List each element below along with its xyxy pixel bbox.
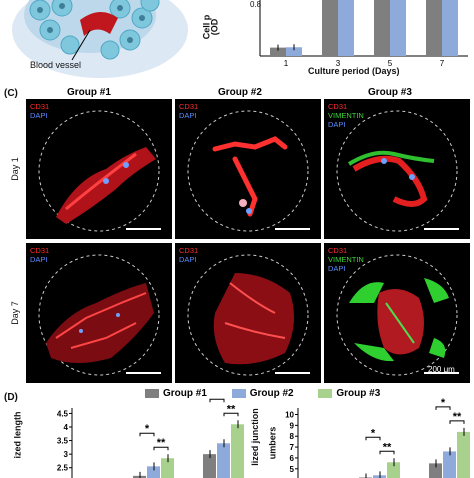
length-chart-ytick-label: 2.5 — [57, 464, 69, 473]
panel-d-label: (D) — [4, 392, 18, 403]
panel-b-bar — [322, 0, 338, 56]
group-2-header: Group #2 — [218, 87, 262, 98]
micrograph-g2-day1: CD31 DAPI — [175, 99, 321, 239]
scale-bar-label: 200 μm — [428, 365, 455, 374]
legend-label-group2: Group #2 — [249, 388, 294, 399]
row-label-day7: Day 7 — [10, 301, 20, 325]
legend-swatch-group3 — [318, 388, 333, 398]
junction-chart-ytick-label: 8 — [290, 432, 295, 441]
panel-d-legend: Group #1 Group #2 Group #3 — [145, 388, 380, 399]
stain-cd31-g3d7: CD31 — [328, 246, 348, 255]
junction-chart-ytick-label: 6 — [290, 454, 295, 463]
panel-b-bar — [426, 0, 442, 56]
junction-chart-bracket — [435, 406, 451, 410]
stain-dapi-g2d7: DAPI — [179, 255, 197, 264]
length-chart-bracket — [209, 398, 225, 403]
stain-dapi-g1d7: DAPI — [30, 255, 48, 264]
panel-b-xtick: 7 — [440, 59, 445, 68]
length-chart-ytick-label: 4.5 — [57, 409, 69, 418]
micrograph-g1-day7: CD31 DAPI — [26, 243, 172, 383]
junction-chart-sig-label: * — [441, 398, 446, 409]
panel-b-bar — [442, 0, 458, 56]
group-3-header: Group #3 — [368, 87, 412, 98]
panel-b-xtick: 5 — [388, 59, 393, 68]
panel-b-bar — [338, 0, 354, 56]
stain-vimentin-g3d1: VIMENTIN — [328, 111, 364, 120]
length-chart-ytick-label: 3 — [64, 450, 69, 459]
stain-cd31-g1d1: CD31 — [30, 102, 50, 111]
stain-cd31-g2d7: CD31 — [179, 246, 199, 255]
length-chart-bar — [161, 458, 174, 478]
panel-b-xlabel: Culture period (Days) — [308, 66, 400, 76]
micrograph-g1-day1: CD31 DAPI — [26, 99, 172, 239]
left-ylabel: ized length — [12, 411, 23, 459]
junction-chart-ytick-label: 10 — [285, 411, 294, 420]
length-chart-sig-label: ** — [157, 437, 166, 449]
stain-dapi-g3d1: DAPI — [328, 120, 346, 129]
panel-b-bar — [374, 0, 390, 56]
micrograph-g2-day7: CD31 DAPI — [175, 243, 321, 383]
junction-chart-bar — [443, 451, 456, 478]
stain-cd31-g2d1: CD31 — [179, 102, 199, 111]
length-chart-bar — [231, 424, 244, 478]
stain-cd31-g3d1: CD31 — [328, 102, 348, 111]
junction-chart-bar — [457, 431, 470, 478]
panel-b-bar — [286, 47, 302, 56]
junction-chart-ytick-label: 5 — [290, 465, 295, 474]
junction-chart-ytick-label: 9 — [290, 421, 295, 430]
panel-b-bar — [390, 0, 406, 56]
legend-swatch-group1 — [145, 388, 159, 398]
junction-chart-bracket — [379, 450, 395, 455]
blood-vessel-label: Blood vessel — [30, 60, 82, 70]
length-chart-ytick-label: 3.5 — [57, 437, 69, 446]
panel-b-plot: 1 3 5 7 — [259, 0, 468, 68]
micrograph-g3-day1: CD31 VIMENTIN DAPI — [324, 99, 470, 239]
length-chart-bar — [203, 454, 216, 478]
junction-chart-bracket — [365, 436, 381, 441]
right-ylabel-1: lized junction — [249, 408, 260, 466]
legend-label-group1: Group #1 — [163, 388, 207, 399]
micrograph-g3-day7: CD31 VIMENTIN DAPI 200 μm — [324, 243, 470, 383]
panel-d-length-chart: 4.543.532.5****** — [57, 398, 244, 478]
length-chart-bracket — [139, 432, 155, 437]
length-chart-bar — [217, 443, 230, 478]
panel-b-ytick-top: 0.8 — [250, 0, 262, 9]
stain-cd31-g1d7: CD31 — [30, 246, 50, 255]
junction-chart-sig-label: ** — [453, 411, 462, 423]
stain-dapi-g1d1: DAPI — [30, 111, 48, 120]
panel-b-xtick: 3 — [336, 59, 341, 68]
length-chart-sig-label: ** — [227, 403, 236, 415]
row-label-day1: Day 1 — [10, 157, 20, 181]
junction-chart-sig-label: * — [371, 427, 376, 439]
stain-vimentin-g3d7: VIMENTIN — [328, 255, 364, 264]
panel-b-xtick: 1 — [284, 59, 289, 68]
group-1-header: Group #1 — [67, 87, 111, 98]
junction-chart-bracket — [449, 420, 465, 424]
legend-swatch-group2 — [231, 388, 246, 398]
panel-b-bar — [270, 47, 286, 56]
length-chart-ytick-label: 4 — [64, 423, 69, 432]
stain-dapi-g3d7: DAPI — [328, 264, 346, 273]
junction-chart-ytick-label: 7 — [290, 443, 295, 452]
panel-c-label: (C) — [4, 88, 18, 99]
legend-label-group3: Group #3 — [336, 388, 381, 399]
length-chart-bar — [147, 466, 160, 478]
length-chart-sig-label: * — [145, 423, 150, 435]
panel-a-schematic: Blood vessel — [10, 0, 190, 80]
length-chart-sig-label: * — [215, 398, 220, 401]
junction-chart-sig-label: ** — [383, 441, 392, 453]
length-chart-bracket — [223, 412, 239, 417]
length-chart-bracket — [153, 446, 169, 451]
stain-dapi-g2d1: DAPI — [179, 111, 197, 120]
cell-aggregate-illustration — [12, 0, 188, 78]
